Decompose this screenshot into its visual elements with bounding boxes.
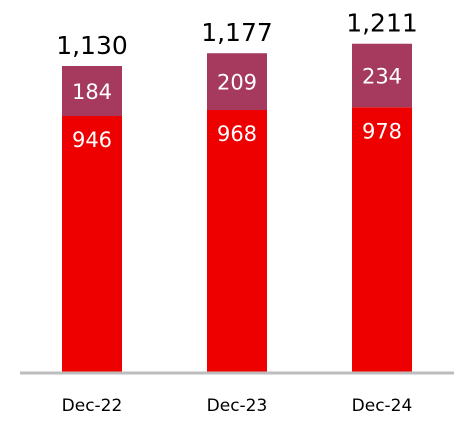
x-tick-label: Dec-23 <box>207 396 268 416</box>
total-label: 1,130 <box>56 31 128 60</box>
data-label-bottom: 946 <box>72 128 112 152</box>
data-label-top: 209 <box>217 71 257 95</box>
x-tick-label: Dec-24 <box>352 396 413 416</box>
data-label-bottom: 968 <box>217 122 257 146</box>
labels-layer: 946 184 1,130 968 209 1,177 978 234 1,211 <box>56 9 418 152</box>
bar-segment-bottom <box>62 115 122 374</box>
bar-segment-bottom <box>207 110 267 374</box>
bar-segment-bottom <box>352 107 412 374</box>
bar-segment-top <box>62 66 122 116</box>
x-tick-label: Dec-22 <box>62 396 123 416</box>
data-label-bottom: 978 <box>362 119 402 143</box>
total-label: 1,211 <box>346 9 418 38</box>
bar-segment-top <box>352 43 412 108</box>
data-label-top: 184 <box>72 80 112 104</box>
bars-layer <box>62 43 412 374</box>
data-label-top: 234 <box>362 65 402 89</box>
bar-segment-top <box>207 53 267 111</box>
total-label: 1,177 <box>201 18 273 47</box>
x-tick-labels: Dec-22 Dec-23 Dec-24 <box>62 396 413 416</box>
